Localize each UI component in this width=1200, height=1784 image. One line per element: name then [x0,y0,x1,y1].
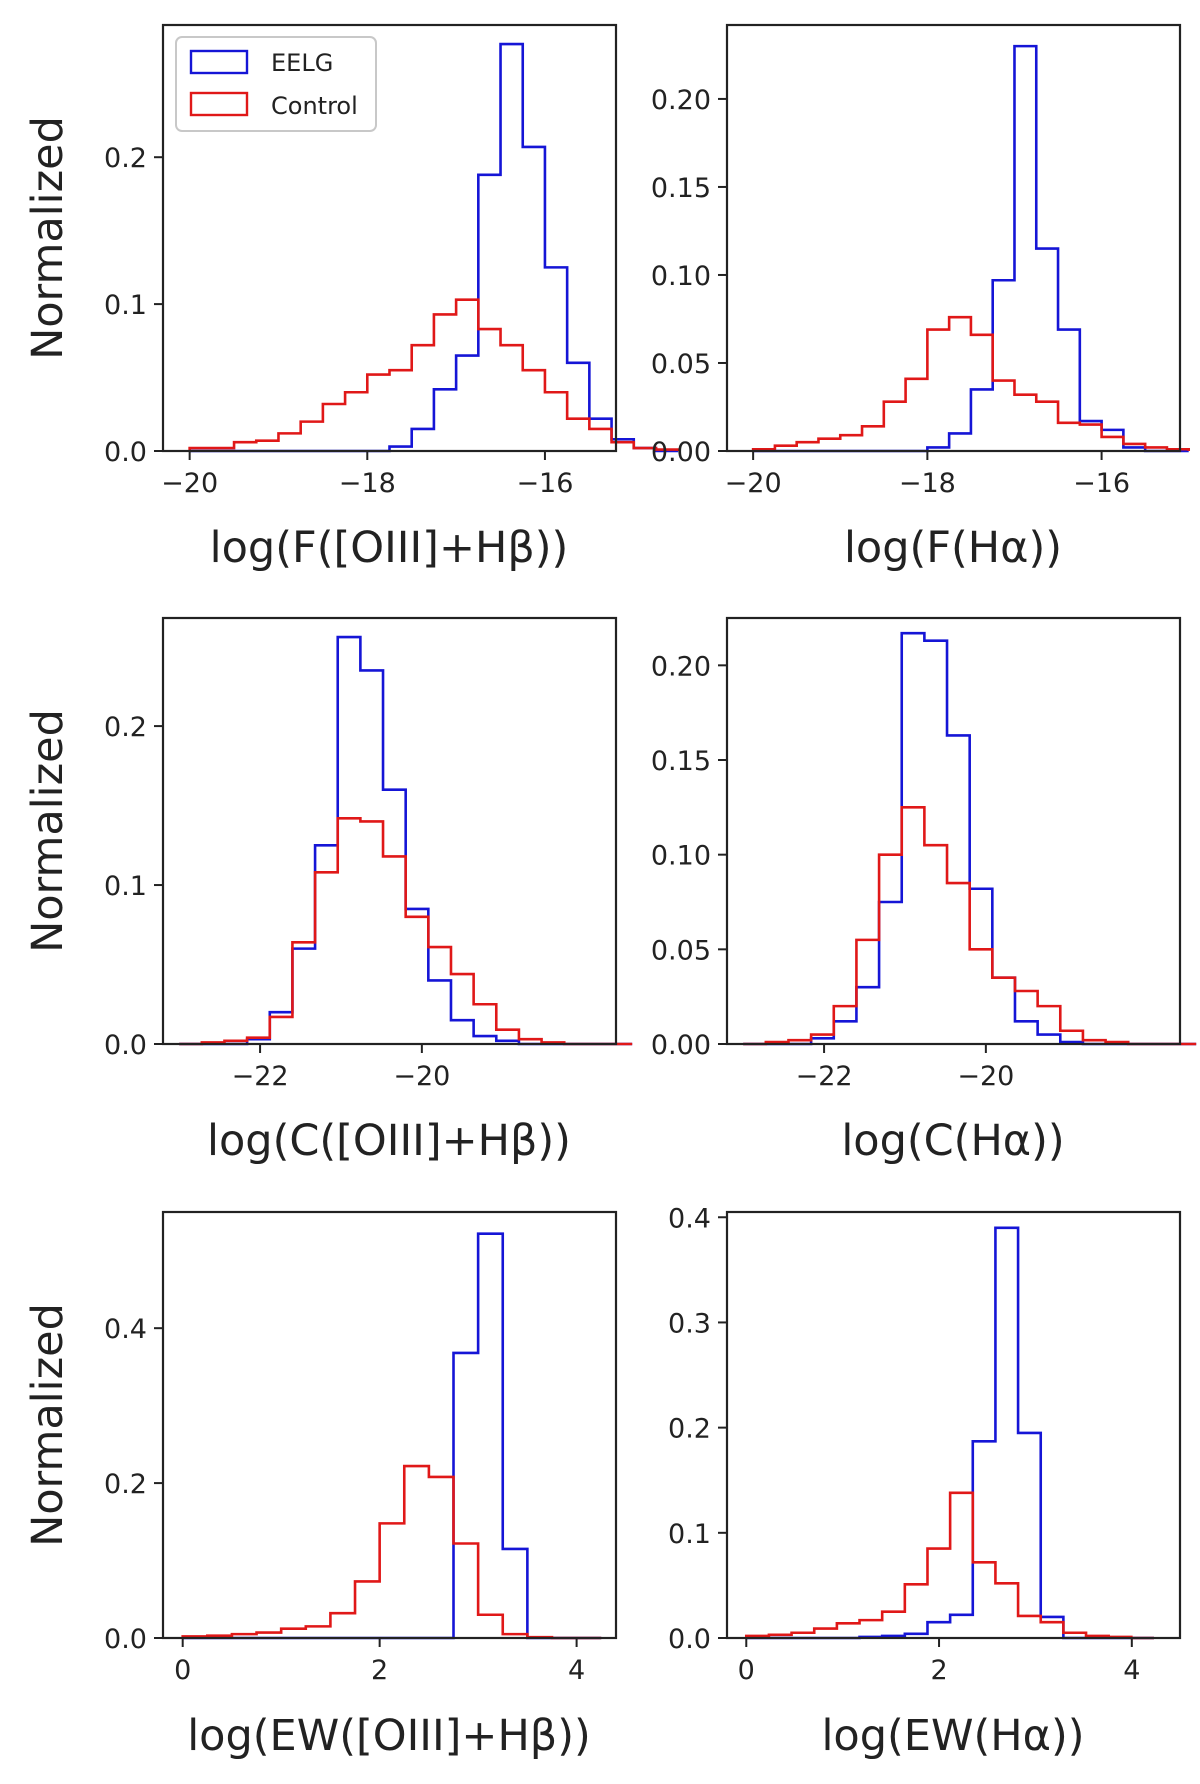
y-tick-label: 0.05 [651,349,711,380]
histogram-control-series [188,298,680,451]
axes-frame [725,23,1182,453]
y-tick-label: 0.4 [104,1314,147,1345]
x-axis-label: log(C(Hα)) [841,1116,1064,1166]
y-tick-label: 0.4 [668,1203,711,1234]
x-tick-label: −22 [796,1061,853,1092]
x-axis-label: log(F(Hα)) [844,523,1062,573]
y-tick-label: 0.15 [651,746,711,777]
x-tick-label: 4 [568,1655,585,1686]
x-tick-label: −20 [161,468,218,499]
panel-ew-halpha: log(EW(Hα)) 0 2 4 0.0 0.1 0.2 0.3 0.4 [668,1203,1182,1761]
x-tick-label: −16 [516,468,573,499]
x-tick-label: 0 [738,1655,755,1686]
y-tick-label: 0.1 [104,871,147,902]
legend-label-eelg: EELG [271,49,333,77]
x-tick-label: −16 [1073,468,1130,499]
y-axis-label: Normalized [23,116,73,360]
legend-label-control: Control [271,92,358,120]
y-tick-label: 0.2 [668,1414,711,1445]
x-tick-label: 4 [1123,1655,1140,1686]
y-tick-label: 0.20 [651,651,711,682]
y-tick-label: 0.10 [651,261,711,292]
y-axis-label: Normalized [23,709,73,953]
x-tick-label: −20 [725,468,782,499]
legend-swatch-control [189,91,249,117]
y-tick-label: 0.20 [651,85,711,116]
legend-swatch-eelg [189,49,249,75]
x-tick-label: −18 [899,468,956,499]
panel-ew-oiii-hbeta: Normalized log(EW([OIII]+Hβ)) 0 2 4 0.0 0.2 0… [23,1210,618,1761]
panel-flux-oiii-hbeta: Normalized log(F([OIII]+Hβ)) −20 −18 −16 0.… [23,23,680,573]
y-tick-label: 0.2 [104,143,147,174]
y-tick-label: 0.0 [668,1624,711,1655]
panel-continuum-halpha: log(C(Hα)) −22 −20 0.00 0.05 0.10 0.15 0.20 [651,616,1197,1166]
y-tick-label: 0.2 [104,712,147,743]
y-tick-label: 0.2 [104,1469,147,1500]
y-tick-label: 0.00 [651,437,711,468]
axes-frame [725,1210,1182,1640]
x-tick-label: −18 [339,468,396,499]
panel-continuum-oiii-hbeta: Normalized log(C([OIII]+Hβ)) −22 −20 0.0 0.… [23,616,633,1166]
y-axis-label: Normalized [23,1303,73,1547]
y-tick-label: 0.00 [651,1030,711,1061]
histogram-control-series [179,816,633,1046]
histogram-control-series [744,1491,1154,1640]
legend-frame [175,36,377,132]
histogram-control-series [743,806,1197,1046]
y-tick-label: 0.0 [104,1030,147,1061]
y-tick-label: 0.0 [104,437,147,468]
y-tick-label: 0.1 [668,1519,711,1550]
legend: EELG Control [175,36,377,132]
axes-frame [161,1210,618,1640]
y-tick-label: 0.0 [104,1624,147,1655]
x-tick-label: 0 [174,1655,191,1686]
x-tick-label: −20 [393,1061,450,1092]
x-axis-label: log(F([OIII]+Hβ)) [210,523,569,573]
y-tick-label: 0.1 [104,290,147,321]
x-axis-label: log(EW([OIII]+Hβ)) [187,1711,591,1761]
x-tick-label: −22 [232,1061,289,1092]
y-tick-label: 0.3 [668,1308,711,1339]
axes-frame [161,23,618,453]
x-axis-label: log(EW(Hα)) [821,1711,1084,1761]
axes-frame [725,616,1182,1046]
x-tick-label: 2 [930,1655,947,1686]
panel-flux-halpha: log(F(Hα)) −20 −18 −16 0.00 0.05 0.10 0.15 0.20 [651,23,1191,573]
histogram-control-series [181,1464,602,1640]
y-tick-label: 0.10 [651,841,711,872]
axes-frame [161,616,618,1046]
x-axis-label: log(C([OIII]+Hβ)) [207,1116,571,1166]
x-tick-label: 2 [371,1655,388,1686]
y-tick-label: 0.15 [651,173,711,204]
histogram-control-series [751,315,1191,451]
y-tick-label: 0.05 [651,935,711,966]
x-tick-label: −20 [957,1061,1014,1092]
